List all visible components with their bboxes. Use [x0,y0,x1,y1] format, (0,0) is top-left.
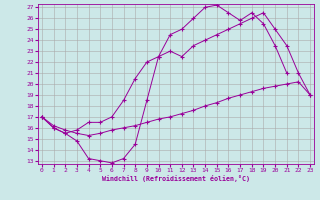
X-axis label: Windchill (Refroidissement éolien,°C): Windchill (Refroidissement éolien,°C) [102,175,250,182]
